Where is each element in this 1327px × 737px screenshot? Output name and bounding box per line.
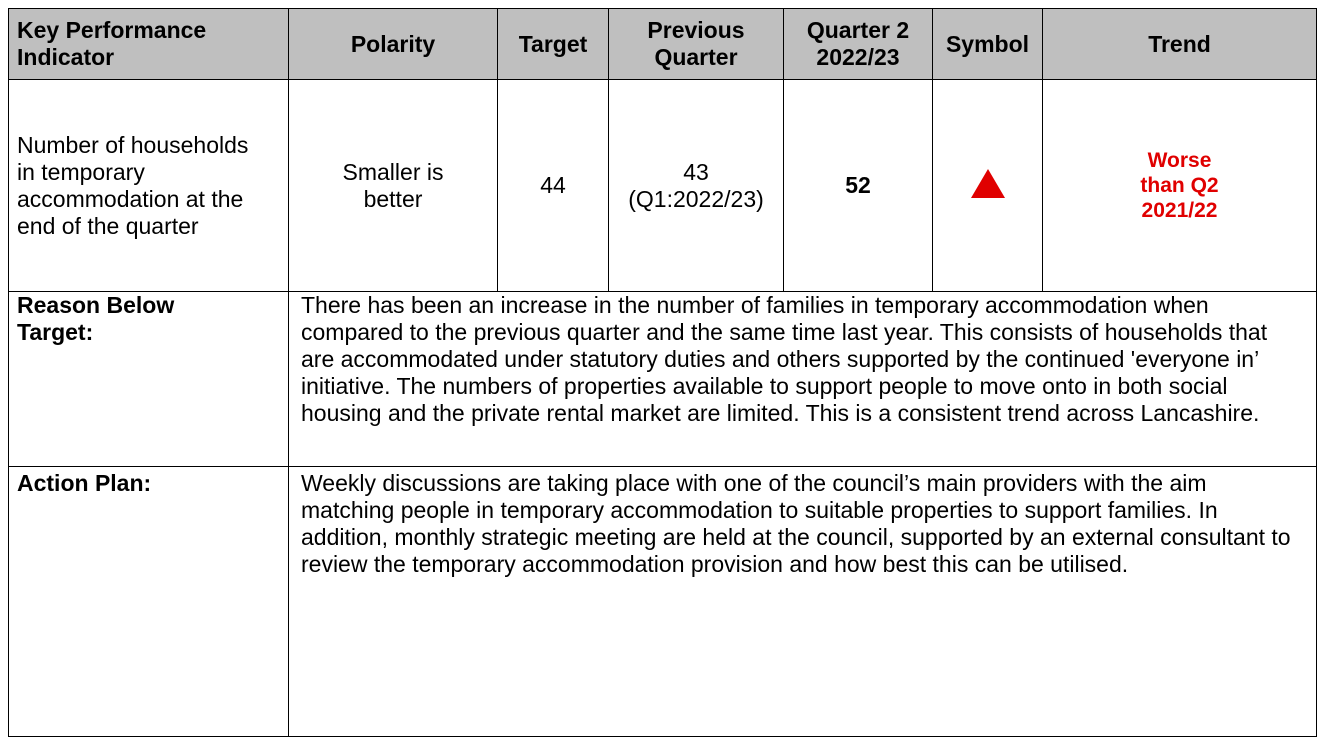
header-row: Key Performance Indicator Polarity Targe…: [8, 8, 1317, 80]
polarity: Smaller is better: [288, 79, 498, 292]
symbol: [932, 79, 1043, 292]
action-text: Weekly discussions are taking place with…: [288, 466, 1317, 737]
header-cell: Polarity: [288, 8, 498, 80]
previous: 43 (Q1:2022/23): [608, 79, 784, 292]
header-cell: Symbol: [932, 8, 1043, 80]
header-cell: Key Performance Indicator: [8, 8, 289, 80]
header-cell: Previous Quarter: [608, 8, 784, 80]
red-triangle: [970, 168, 1005, 198]
header-cell: Quarter 2 2022/23: [783, 8, 933, 80]
previous-period: (Q1:2022/23): [628, 185, 764, 212]
target: 44: [497, 79, 609, 292]
header-cell: Target: [497, 8, 609, 80]
action-row: Action Plan: Weekly discussions are taki…: [8, 466, 1317, 737]
action-label: Action Plan:: [8, 466, 289, 737]
reason-text: There has been an increase in the number…: [288, 291, 1317, 467]
header-cell: Trend: [1042, 8, 1317, 80]
trend: Worse than Q2 2021/22: [1042, 79, 1317, 292]
reason-row: Reason Below Target: There has been an i…: [8, 291, 1317, 467]
indicator: Number of households in temporary accomm…: [8, 79, 289, 292]
kpi-table: Key Performance Indicator Polarity Targe…: [8, 8, 1317, 737]
reason-label: Reason Below Target:: [8, 291, 289, 467]
current: 52: [783, 79, 933, 292]
kpi-row: Number of households in temporary accomm…: [8, 79, 1317, 292]
previous-value: 43: [683, 158, 709, 185]
